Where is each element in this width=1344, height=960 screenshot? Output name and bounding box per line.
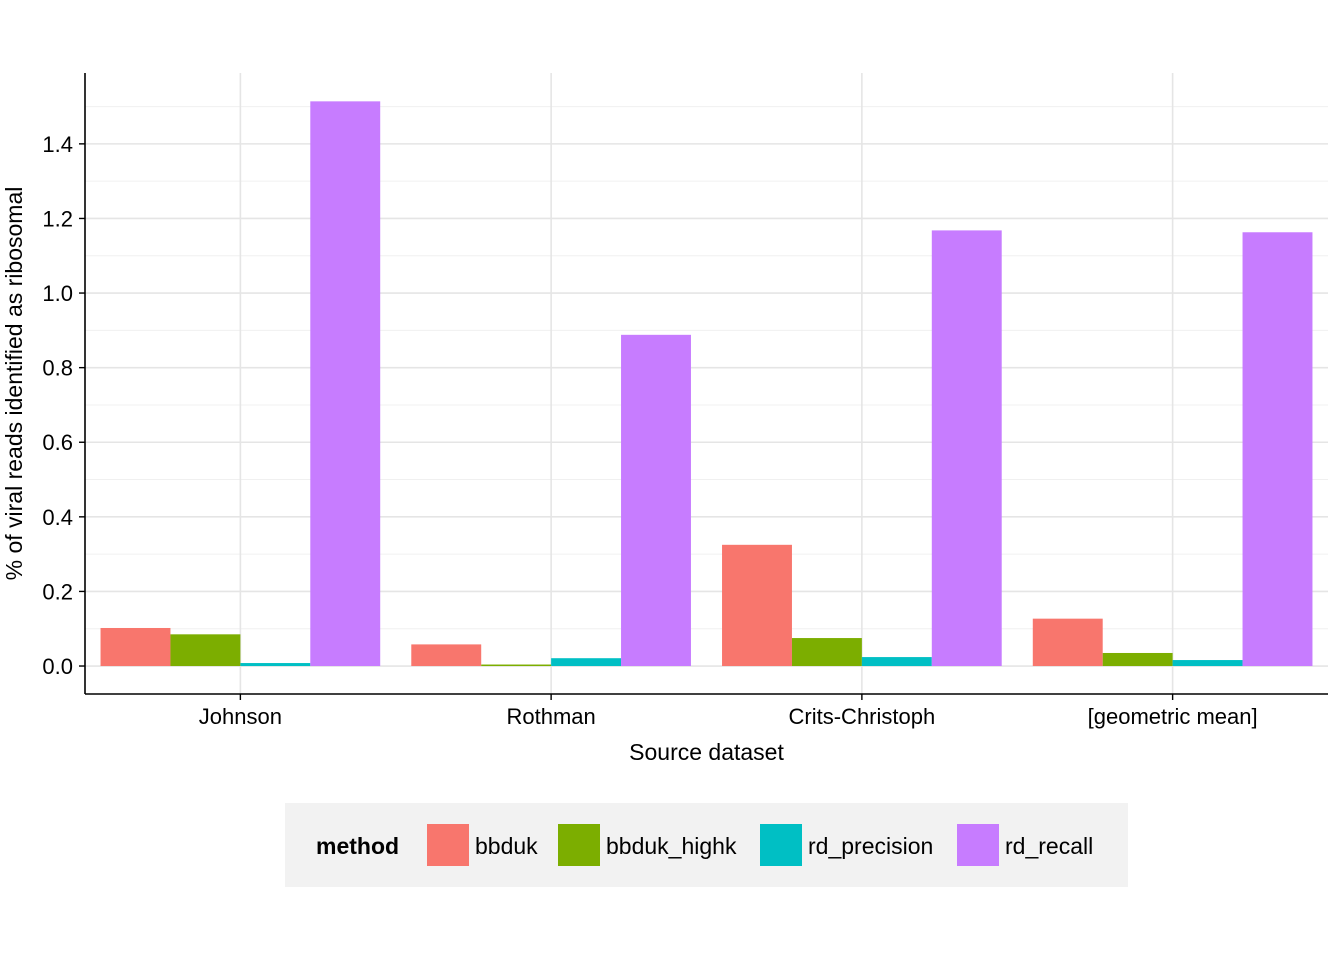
bar-rd_recall-1 xyxy=(621,334,691,667)
y-tick-labels: 0.0 0.2 0.4 0.6 0.8 1.0 1.2 1.4 xyxy=(42,132,73,679)
bar-bbduk-1 xyxy=(411,644,482,667)
y-tick-label: 0.0 xyxy=(42,654,73,679)
y-tick-label: 1.2 xyxy=(42,206,73,231)
bar-bbduk-3 xyxy=(1032,618,1103,667)
legend: method bbduk bbduk_highk rd_precision rd_re… xyxy=(285,803,1128,887)
axes xyxy=(79,73,1328,700)
y-axis-title: % of viral reads identified as ribosomal xyxy=(1,187,27,581)
legend-label-rd_precision: rd_precision xyxy=(808,833,933,859)
bar-rd_recall-3 xyxy=(1242,232,1313,667)
bar-bbduk_highk-0 xyxy=(170,634,241,667)
y-tick-label: 0.6 xyxy=(42,430,73,455)
bar-rd_recall-2 xyxy=(931,230,1002,667)
legend-title: method xyxy=(316,833,399,859)
x-tick-label: [geometric mean] xyxy=(1088,704,1258,729)
legend-key-bbduk_highk xyxy=(558,824,600,866)
bar-bbduk-0 xyxy=(100,627,171,667)
bar-rd_recall-0 xyxy=(310,101,381,667)
bars xyxy=(100,101,1313,667)
bar-rd_precision-2 xyxy=(861,657,932,667)
legend-key-bbduk xyxy=(427,824,469,866)
y-tick-label: 0.2 xyxy=(42,579,73,604)
x-tick-label: Johnson xyxy=(199,704,282,729)
legend-key-rd_recall xyxy=(957,824,999,866)
x-tick-labels: Johnson Rothman Crits-Christoph [geometric … xyxy=(199,704,1258,729)
y-tick-label: 0.8 xyxy=(42,356,73,381)
bar-rd_precision-3 xyxy=(1172,660,1243,667)
legend-key-rd_precision xyxy=(760,824,802,866)
grid-lines xyxy=(85,73,1328,694)
bar-rd_precision-0 xyxy=(240,663,311,667)
legend-label-rd_recall: rd_recall xyxy=(1005,833,1093,859)
bar-bbduk_highk-2 xyxy=(791,638,862,667)
bar-bbduk_highk-1 xyxy=(481,664,552,667)
x-tick-label: Crits-Christoph xyxy=(789,704,936,729)
legend-items: bbduk bbduk_highk rd_precision rd_recall xyxy=(427,824,1093,866)
y-tick-label: 0.4 xyxy=(42,505,73,530)
bar-bbduk-2 xyxy=(722,544,792,667)
y-tick-label: 1.0 xyxy=(42,281,73,306)
y-tick-label: 1.4 xyxy=(42,132,73,157)
legend-label-bbduk_highk: bbduk_highk xyxy=(606,833,737,859)
bar-rd_precision-1 xyxy=(551,658,622,667)
bar-bbduk_highk-3 xyxy=(1102,652,1173,667)
x-tick-label: Rothman xyxy=(506,704,595,729)
legend-label-bbduk: bbduk xyxy=(475,833,538,859)
x-axis-title: Source dataset xyxy=(629,739,784,765)
